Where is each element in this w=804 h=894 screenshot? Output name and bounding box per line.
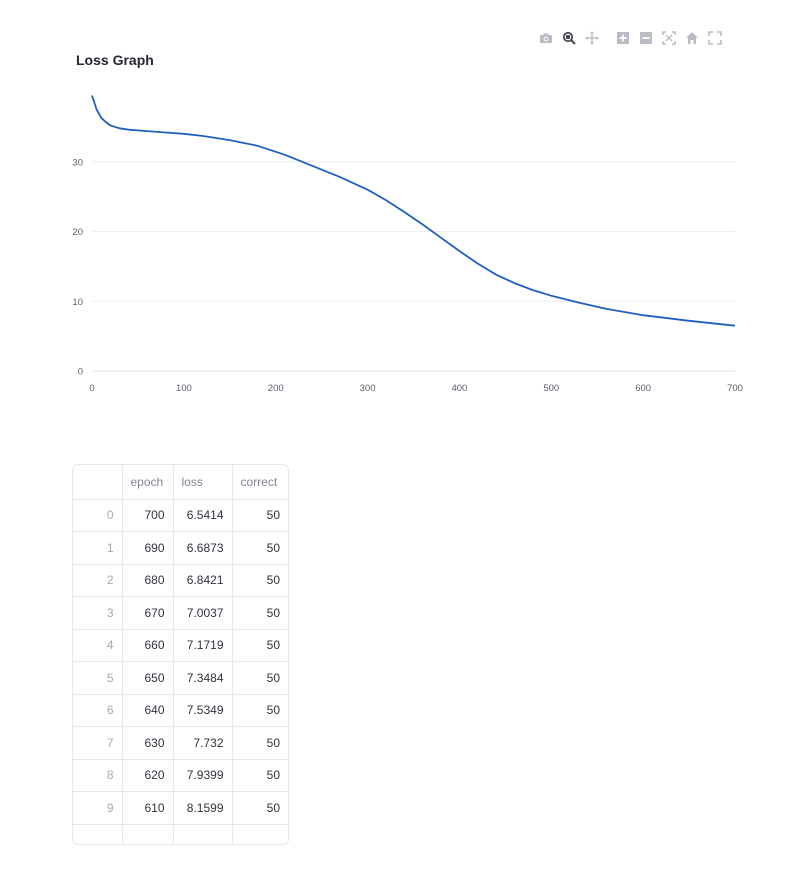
- loss-cell[interactable]: 7.9399: [173, 759, 233, 792]
- epoch-cell[interactable]: 680: [122, 564, 174, 597]
- plot-area[interactable]: 0 10 20 30 0 100 200 300 400 500 600 700: [0, 0, 804, 420]
- table-row[interactable]: 5 650 7.3484 50: [73, 661, 288, 695]
- data-table[interactable]: epoch loss correct 0 700 6.5414 50 1 690 6.687…: [72, 464, 289, 845]
- loss-cell[interactable]: 6.5414: [173, 499, 233, 532]
- row-index-cell[interactable]: 1: [73, 531, 123, 565]
- x-tick-label: 700: [727, 383, 743, 394]
- column-header-correct[interactable]: correct: [232, 465, 288, 500]
- row-index-cell[interactable]: 8: [73, 759, 123, 792]
- home-icon[interactable]: [682, 28, 702, 48]
- correct-cell[interactable]: 50: [232, 629, 288, 662]
- empty-cell: [122, 824, 174, 844]
- x-tick-label: 200: [268, 383, 284, 394]
- correct-cell[interactable]: 50: [232, 726, 288, 760]
- table-row-partial: [73, 824, 288, 844]
- x-axis-ticks: 0 100 200 300 400 500 600 700: [89, 383, 743, 394]
- loss-cell[interactable]: 6.8421: [173, 564, 233, 597]
- table-row[interactable]: 0 700 6.5414 50: [73, 499, 288, 532]
- table-row[interactable]: 8 620 7.9399 50: [73, 759, 288, 792]
- loss-cell[interactable]: 7.5349: [173, 694, 233, 727]
- zoom-icon[interactable]: [559, 28, 579, 48]
- correct-cell[interactable]: 50: [232, 499, 288, 532]
- autoscale-icon[interactable]: [659, 28, 679, 48]
- row-index-cell[interactable]: 5: [73, 661, 123, 695]
- empty-cell: [173, 824, 233, 844]
- table-row[interactable]: 6 640 7.5349 50: [73, 694, 288, 727]
- table-row[interactable]: 7 630 7.732 50: [73, 726, 288, 760]
- loss-cell[interactable]: 6.6873: [173, 531, 233, 565]
- x-tick-label: 500: [543, 383, 559, 394]
- row-index-cell[interactable]: 2: [73, 564, 123, 597]
- loss-cell[interactable]: 7.0037: [173, 596, 233, 630]
- correct-cell[interactable]: 50: [232, 596, 288, 630]
- camera-icon[interactable]: [536, 28, 556, 48]
- empty-cell: [232, 824, 288, 844]
- correct-cell[interactable]: 50: [232, 759, 288, 792]
- zoom-in-icon[interactable]: [613, 28, 633, 48]
- column-header-loss[interactable]: loss: [173, 465, 233, 500]
- x-tick-label: 300: [360, 383, 376, 394]
- correct-cell[interactable]: 50: [232, 661, 288, 695]
- y-tick-label: 10: [72, 297, 83, 308]
- epoch-cell[interactable]: 660: [122, 629, 174, 662]
- y-tick-label: 20: [72, 227, 83, 238]
- table-body: 0 700 6.5414 50 1 690 6.6873 50 2 680 6.8421 50 3 670…: [73, 499, 288, 844]
- correct-cell[interactable]: 50: [232, 531, 288, 565]
- epoch-cell[interactable]: 610: [122, 791, 174, 825]
- table-row[interactable]: 1 690 6.6873 50: [73, 531, 288, 565]
- correct-cell[interactable]: 50: [232, 791, 288, 825]
- table-row[interactable]: 4 660 7.1719 50: [73, 629, 288, 662]
- epoch-cell[interactable]: 620: [122, 759, 174, 792]
- row-index-cell[interactable]: 9: [73, 791, 123, 825]
- zoom-out-icon[interactable]: [636, 28, 656, 48]
- correct-cell[interactable]: 50: [232, 564, 288, 597]
- empty-cell: [73, 824, 123, 844]
- fullscreen-icon[interactable]: [705, 28, 725, 48]
- row-index-cell[interactable]: 0: [73, 499, 123, 532]
- gridlines: [92, 161, 735, 372]
- x-tick-label: 400: [451, 383, 467, 394]
- column-header-index[interactable]: [73, 465, 123, 500]
- x-tick-label: 100: [176, 383, 192, 394]
- y-axis-ticks: 0 10 20 30: [72, 157, 83, 377]
- row-index-cell[interactable]: 4: [73, 629, 123, 662]
- correct-cell[interactable]: 50: [232, 694, 288, 727]
- chart-title: Loss Graph: [76, 52, 154, 68]
- epoch-cell[interactable]: 700: [122, 499, 174, 532]
- epoch-cell[interactable]: 650: [122, 661, 174, 695]
- pan-icon[interactable]: [582, 28, 602, 48]
- table-row[interactable]: 9 610 8.1599 50: [73, 791, 288, 825]
- row-index-cell[interactable]: 6: [73, 694, 123, 727]
- epoch-cell[interactable]: 690: [122, 531, 174, 565]
- epoch-cell[interactable]: 630: [122, 726, 174, 760]
- x-tick-label: 600: [635, 383, 651, 394]
- table-header-row: epoch loss correct: [73, 465, 288, 500]
- y-tick-label: 30: [72, 157, 83, 168]
- loss-cell[interactable]: 7.1719: [173, 629, 233, 662]
- loss-cell[interactable]: 7.3484: [173, 661, 233, 695]
- epoch-cell[interactable]: 670: [122, 596, 174, 630]
- row-index-cell[interactable]: 3: [73, 596, 123, 630]
- row-index-cell[interactable]: 7: [73, 726, 123, 760]
- table-row[interactable]: 2 680 6.8421 50: [73, 564, 288, 597]
- column-header-epoch[interactable]: epoch: [122, 465, 174, 500]
- loss-cell[interactable]: 7.732: [173, 726, 233, 760]
- loss-chart[interactable]: Loss Graph 0 10 20 30 0 100 200 300 400 500: [0, 0, 804, 420]
- y-tick-label: 0: [78, 367, 83, 378]
- chart-modebar: [536, 28, 728, 48]
- epoch-cell[interactable]: 640: [122, 694, 174, 727]
- loss-series-line: [91, 95, 736, 327]
- x-tick-label: 0: [89, 383, 94, 394]
- loss-cell[interactable]: 8.1599: [173, 791, 233, 825]
- table-row[interactable]: 3 670 7.0037 50: [73, 596, 288, 630]
- series-lines: [91, 95, 736, 327]
